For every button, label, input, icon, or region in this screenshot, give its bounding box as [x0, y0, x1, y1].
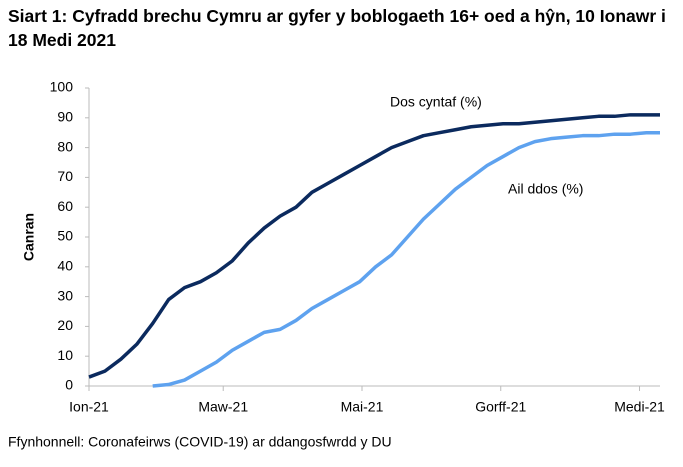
x-tick-label: Mai-21 [341, 399, 384, 415]
series-line [152, 130, 660, 388]
y-tick-label: 80 [57, 138, 73, 154]
y-tick-label: 40 [57, 258, 73, 274]
y-tick-label: 70 [57, 168, 73, 184]
source: Ffynhonnell: Coronafeirws (COVID-19) ar … [8, 434, 392, 450]
y-tick-label: 0 [65, 377, 73, 393]
y-tick-label: 60 [57, 198, 73, 214]
y-tick-label: 10 [57, 347, 73, 363]
series-line [88, 113, 660, 379]
chart-title: Siart 1: Cyfradd brechu Cymru ar gyfer y… [8, 6, 666, 50]
y-tick-label: 30 [57, 287, 73, 303]
series-label: Ail ddos (%) [508, 181, 583, 197]
series-label: Dos cyntaf (%) [390, 94, 482, 110]
y-axis-label: Canran [21, 213, 37, 261]
y-tick-label: 90 [57, 109, 73, 125]
y-tick-label: 20 [57, 317, 73, 333]
x-tick-label: Gorff-21 [475, 399, 526, 415]
y-tick-label: 50 [57, 228, 73, 244]
x-tick-label: Maw-21 [198, 399, 248, 415]
y-tick-label: 100 [50, 79, 74, 95]
x-tick-label: Medi-21 [614, 399, 665, 415]
x-tick-label: Ion-21 [69, 399, 109, 415]
